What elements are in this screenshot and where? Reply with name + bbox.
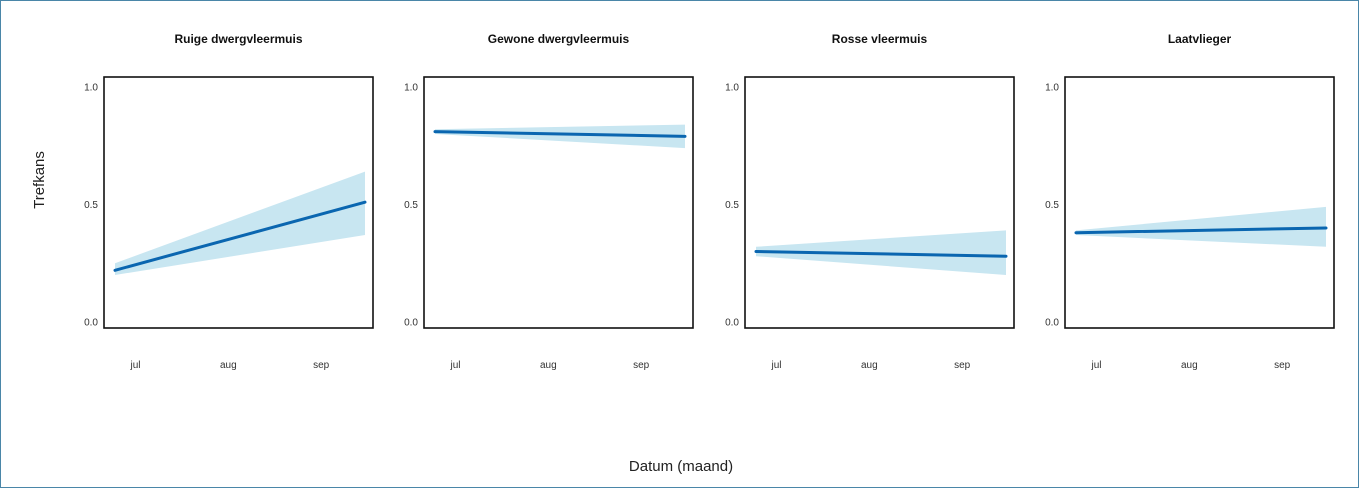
- panel-2: Gewone dwergvleermuis 0.0 0.5 1.0 jul aug sep: [404, 32, 694, 371]
- trend-line: [113, 200, 367, 272]
- panel-title: Rosse vleermuis: [832, 32, 928, 46]
- y-axis-label: Trefkans: [31, 151, 48, 209]
- x-tick-label: aug: [220, 360, 237, 371]
- trend-line: [754, 250, 1008, 258]
- y-tick-label: 0.5: [404, 200, 418, 211]
- y-tick-label: 0.0: [84, 318, 98, 329]
- panel-3: Rosse vleermuis 0.0 0.5 1.0 jul aug sep: [725, 32, 1015, 371]
- panel-border: [103, 76, 374, 329]
- confidence-band: [1076, 206, 1326, 247]
- confidence-band: [115, 171, 365, 275]
- panel-border: [744, 76, 1015, 329]
- trend-line: [433, 130, 687, 138]
- confidence-band: [435, 124, 685, 149]
- panel-title: Ruige dwergvleermuis: [174, 32, 302, 46]
- x-tick-label: aug: [1181, 360, 1198, 371]
- x-tick-label: jul: [450, 360, 461, 371]
- x-tick-label: jul: [1091, 360, 1102, 371]
- panel-title: Gewone dwergvleermuis: [488, 32, 630, 46]
- panel-border: [1064, 76, 1335, 329]
- panel-border: [423, 76, 694, 329]
- x-tick-label: jul: [130, 360, 141, 371]
- panel-1: Ruige dwergvleermuis 0.0 0.5 1.0 jul aug sep: [84, 32, 374, 371]
- x-axis-label: Datum (maand): [629, 458, 733, 475]
- x-tick-label: aug: [540, 360, 557, 371]
- trend-line: [1074, 226, 1328, 235]
- x-tick-label: sep: [954, 360, 971, 371]
- y-tick-label: 0.5: [84, 200, 98, 211]
- x-tick-label: aug: [861, 360, 878, 371]
- x-tick-label: sep: [313, 360, 330, 371]
- panel-4: Laatvlieger 0.0 0.5 1.0 jul aug sep: [1045, 32, 1335, 371]
- x-tick-label: sep: [633, 360, 650, 371]
- y-tick-label: 1.0: [84, 83, 98, 94]
- y-tick-label: 0.0: [1045, 318, 1059, 329]
- x-tick-label: jul: [771, 360, 782, 371]
- y-tick-label: 1.0: [404, 83, 418, 94]
- y-tick-label: 1.0: [1045, 83, 1059, 94]
- y-tick-label: 0.0: [725, 318, 739, 329]
- y-tick-label: 0.5: [725, 200, 739, 211]
- x-tick-label: sep: [1274, 360, 1291, 371]
- y-tick-label: 1.0: [725, 83, 739, 94]
- y-tick-label: 0.0: [404, 318, 418, 329]
- y-tick-label: 0.5: [1045, 200, 1059, 211]
- panel-title: Laatvlieger: [1168, 32, 1232, 46]
